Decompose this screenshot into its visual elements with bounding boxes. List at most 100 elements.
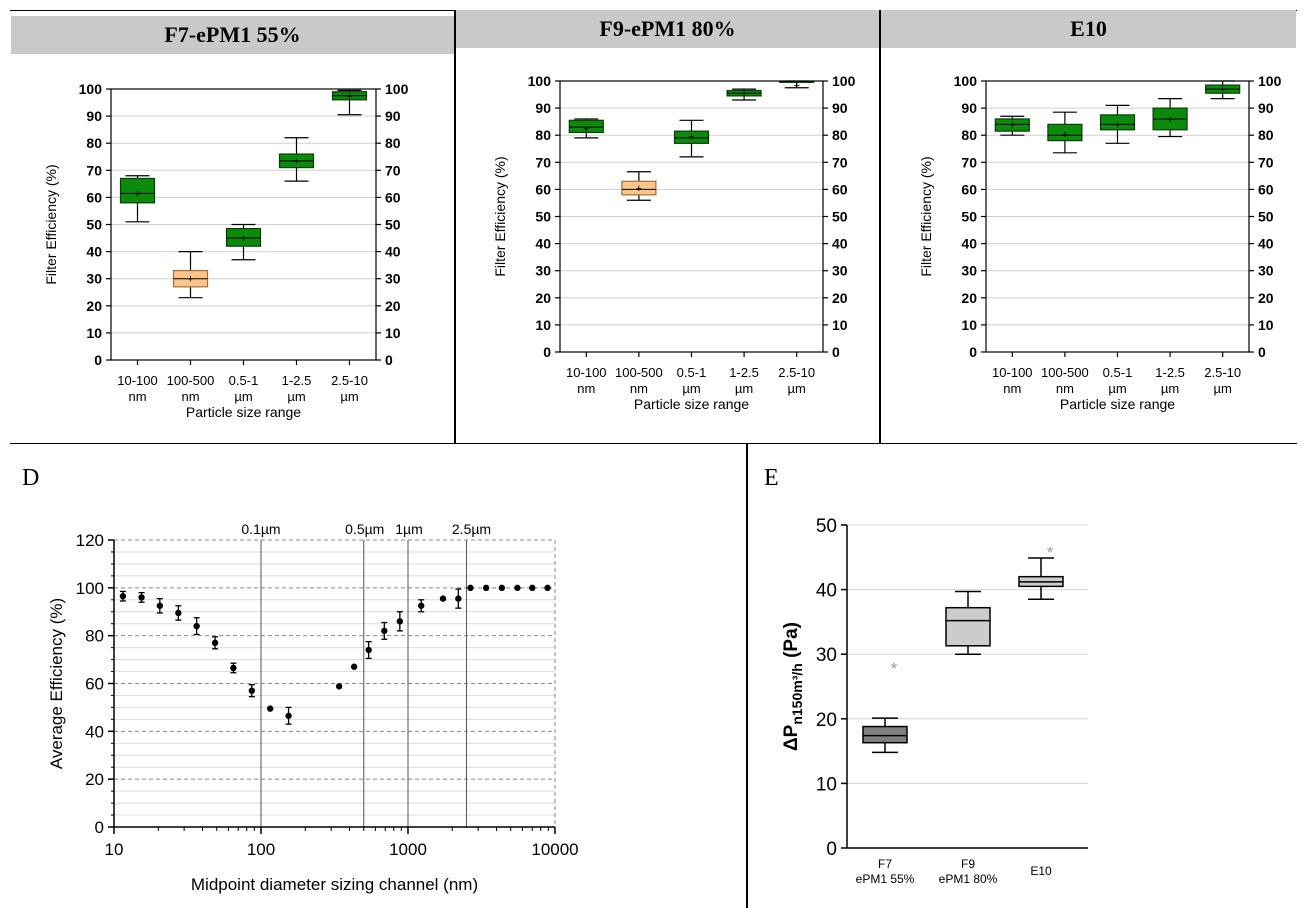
e-ytick-label: 30	[816, 645, 837, 666]
e-ytick-label: 20	[816, 710, 837, 731]
p1-box-1	[621, 180, 657, 196]
p1-ytick-label-right: 80	[832, 127, 848, 143]
p1-ytick-label-right: 30	[832, 263, 848, 279]
p2-ytick-label-right: 0	[1258, 344, 1266, 360]
p1-ytick-label-right: 0	[832, 344, 840, 360]
p2-ytick-label-right: 70	[1258, 154, 1274, 170]
p1-mean-marker: +	[583, 123, 589, 135]
d-ytick-label: 100	[76, 579, 104, 598]
d-xtick-label: 10000	[531, 840, 578, 859]
p1-xtick-label-line1: 100-500	[615, 365, 663, 380]
p0-ytick-label-right: 20	[385, 298, 401, 314]
d-ytick-label: 60	[85, 675, 104, 694]
p1-xtick-label-line1: 2.5-10	[778, 365, 815, 380]
p1-ytick-label-left: 40	[535, 236, 551, 252]
p2-ytick-label-right: 10	[1258, 317, 1274, 333]
p1-xtick-label-line2: µm	[682, 381, 700, 396]
p1-box-2	[673, 130, 710, 144]
e-ytick-label: 0	[826, 839, 837, 860]
p0-xtick-label-line2: µm	[340, 389, 358, 404]
p2-box-2	[1099, 114, 1136, 131]
p2-ytick-label-right: 50	[1258, 209, 1274, 225]
p0-xtick-label-line1: 10-100	[117, 373, 157, 388]
d-data-point	[175, 609, 182, 617]
p2-box-1	[1047, 123, 1083, 142]
p2-ytick-label-left: 50	[961, 209, 977, 225]
p1-ytick-label-left: 100	[528, 73, 552, 89]
d-data-point	[248, 687, 256, 694]
e-xtick-label-line1: F9	[961, 857, 975, 871]
d-data-point	[230, 664, 237, 672]
p2-ytick-label-left: 30	[961, 263, 977, 279]
d-data-point	[193, 622, 200, 630]
p0-x-axis-label: Particle size range	[186, 404, 301, 420]
panel-letter-e: E	[764, 465, 779, 491]
p2-xtick-label-line2: nm	[1056, 381, 1074, 396]
d-data-point	[514, 584, 521, 592]
d-data-point	[482, 584, 490, 592]
p2-mean-marker: +	[1114, 119, 1120, 131]
p2-xtick-label-line1: 100-500	[1041, 365, 1089, 380]
p2-ytick-label-left: 40	[961, 236, 977, 252]
p1-x-axis-label: Particle size range	[634, 396, 749, 412]
p0-mean-marker: +	[346, 91, 352, 103]
p0-ytick-label-left: 20	[86, 298, 102, 314]
d-ytick-label: 0	[95, 818, 104, 837]
panel-title-e10: E10	[881, 10, 1296, 48]
p1-ytick-label-right: 10	[832, 317, 848, 333]
p2-box-0	[994, 118, 1030, 132]
p0-ytick-label-left: 30	[86, 271, 102, 287]
p0-ytick-label-left: 70	[86, 162, 102, 178]
p0-xtick-label-line2: nm	[128, 389, 146, 404]
p0-xtick-label-line1: 0.5-1	[229, 373, 259, 388]
d-ytick-label: 40	[85, 722, 104, 741]
d-vline-label: 0.5µm	[345, 521, 384, 537]
e-ytick-label: 40	[816, 581, 837, 602]
e-xtick-label-line1: F7	[878, 857, 892, 871]
p1-ytick-label-right: 100	[832, 73, 856, 89]
e-ytick-label: 50	[816, 516, 837, 537]
d-y-axis-label: Average Efficiency (%)	[47, 598, 66, 769]
p0-ytick-label-right: 90	[385, 108, 401, 124]
p1-ytick-label-left: 80	[535, 127, 551, 143]
p0-xtick-label-line1: 2.5-10	[331, 373, 368, 388]
d-data-point	[156, 602, 164, 609]
p1-ytick-label-right: 50	[832, 209, 848, 225]
d-xtick-label: 1000	[389, 840, 427, 859]
p0-ytick-label-left: 40	[86, 244, 102, 260]
p1-xtick-label-line2: nm	[577, 381, 595, 396]
d-data-point	[211, 639, 219, 647]
e-xtick-label-line2: ePM1 55%	[856, 872, 915, 886]
p1-xtick-label-line1: 1-2.5	[729, 365, 759, 380]
p1-xtick-label-line2: µm	[788, 381, 806, 396]
d-ytick-label: 80	[85, 627, 104, 646]
p0-ytick-label-left: 10	[86, 325, 102, 341]
d-data-point	[467, 584, 474, 592]
p2-xtick-label-line1: 1-2.5	[1155, 365, 1185, 380]
p1-mean-marker: +	[793, 80, 799, 92]
p2-ytick-label-right: 80	[1258, 127, 1274, 143]
p1-mean-marker: +	[741, 88, 747, 100]
d-ytick-label: 20	[85, 770, 104, 789]
p0-ytick-label-right: 30	[385, 271, 401, 287]
p2-x-axis-label: Particle size range	[1060, 396, 1175, 412]
d-data-point	[439, 595, 447, 602]
p0-ytick-label-right: 70	[385, 162, 401, 178]
divider-1	[454, 10, 456, 444]
p2-xtick-label-line2: µm	[1161, 381, 1179, 396]
p2-y-axis-label: Filter Efficiency (%)	[918, 156, 934, 276]
p1-ytick-label-right: 90	[832, 100, 848, 116]
e-outlier-marker: *	[891, 659, 898, 678]
p0-mean-marker: +	[240, 233, 246, 245]
d-data-point	[544, 584, 551, 592]
p2-ytick-label-left: 100	[954, 73, 978, 89]
p1-y-axis-label: Filter Efficiency (%)	[492, 156, 508, 276]
d-data-point	[455, 595, 462, 602]
p1-ytick-label-left: 30	[535, 263, 551, 279]
p0-ytick-label-right: 10	[385, 325, 401, 341]
p2-ytick-label-right: 30	[1258, 263, 1274, 279]
p0-ytick-label-left: 90	[86, 108, 102, 124]
panel-title-f9: F9-ePM1 80%	[456, 10, 879, 48]
p0-xtick-label-line1: 1-2.5	[282, 373, 312, 388]
p1-ytick-label-left: 20	[535, 290, 551, 306]
